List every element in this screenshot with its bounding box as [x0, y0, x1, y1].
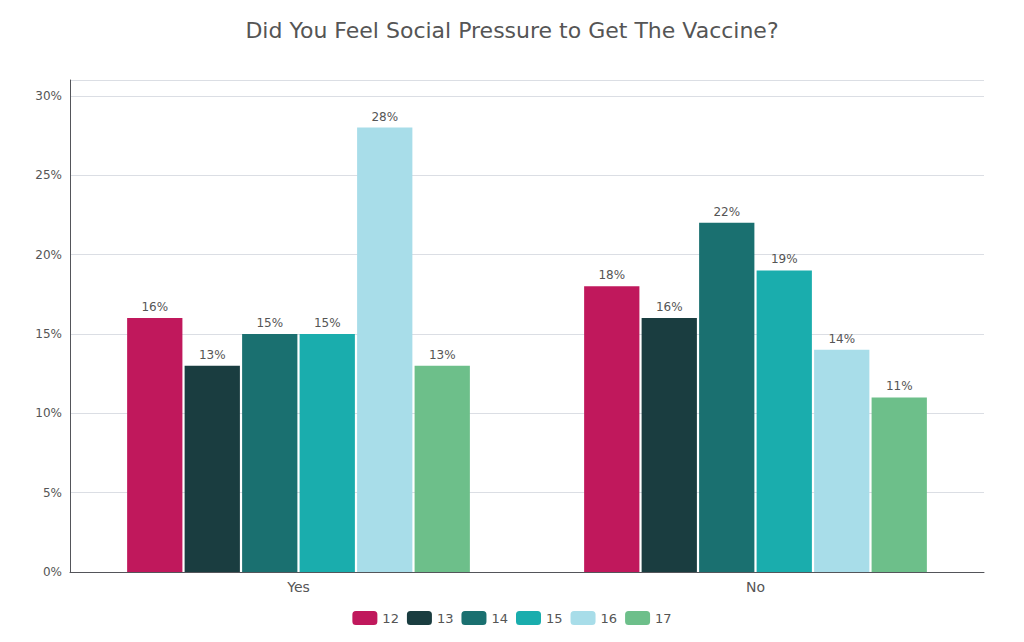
svg-text:18%: 18% [598, 268, 625, 282]
svg-text:No: No [746, 579, 765, 595]
svg-text:16%: 16% [656, 300, 683, 314]
svg-text:14%: 14% [828, 332, 855, 346]
svg-text:13%: 13% [199, 348, 226, 362]
svg-text:19%: 19% [771, 252, 798, 266]
svg-text:25%: 25% [35, 168, 62, 182]
svg-text:Did You Feel Social Pressure t: Did You Feel Social Pressure to Get The … [245, 18, 778, 43]
svg-text:30%: 30% [35, 89, 62, 103]
svg-text:15%: 15% [35, 327, 62, 341]
svg-text:0%: 0% [43, 565, 62, 579]
svg-text:15%: 15% [314, 316, 341, 330]
svg-text:16: 16 [601, 611, 618, 626]
svg-text:15%: 15% [256, 316, 283, 330]
svg-text:14: 14 [491, 611, 508, 626]
svg-text:16%: 16% [141, 300, 168, 314]
svg-text:Yes: Yes [286, 579, 310, 595]
svg-text:20%: 20% [35, 248, 62, 262]
svg-text:12: 12 [382, 611, 399, 626]
svg-text:13: 13 [437, 611, 454, 626]
svg-text:17: 17 [655, 611, 672, 626]
svg-text:5%: 5% [43, 486, 62, 500]
svg-text:28%: 28% [371, 110, 398, 124]
svg-text:22%: 22% [713, 205, 740, 219]
svg-text:15: 15 [546, 611, 563, 626]
svg-text:10%: 10% [35, 406, 62, 420]
svg-text:11%: 11% [886, 379, 913, 393]
svg-text:13%: 13% [429, 348, 456, 362]
